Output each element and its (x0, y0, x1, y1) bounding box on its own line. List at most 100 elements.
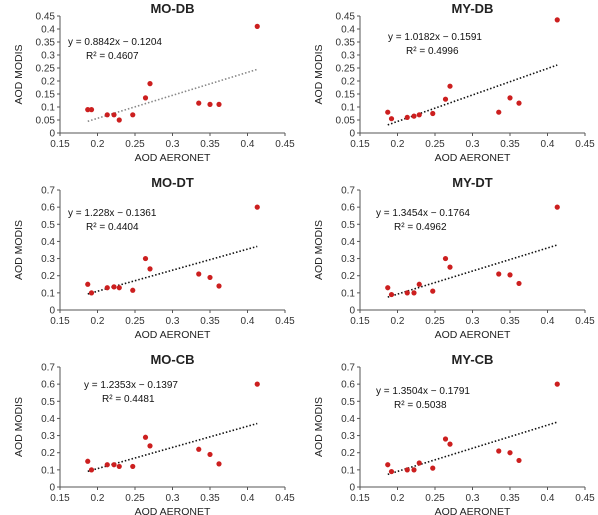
data-point (104, 462, 110, 468)
r-squared-label: R² = 0.5038 (394, 400, 447, 411)
chart-title: MY-DT (452, 175, 493, 190)
data-point (507, 95, 513, 101)
panel-mo-cb: 0.15 0.2 0.25 0.3 0.35 0.4 0.45 0 0.1 0.2 0.3 0.4 0.… (13, 352, 295, 515)
y-tick-label: 0.7 (341, 186, 355, 197)
data-point (207, 101, 213, 107)
y-tick-label: 0.2 (41, 77, 55, 88)
y-tick-label: 0.1 (41, 465, 55, 476)
data-point (142, 255, 149, 262)
x-tick-label: 0.4 (541, 316, 555, 327)
x-axis-label: AOD AERONET (435, 329, 511, 341)
x-tick-label: 0.15 (50, 139, 70, 150)
x-tick-label: 0.45 (575, 493, 595, 504)
regression-equation: y = 0.8842x − 0.1204 (68, 37, 162, 48)
x-tick-label: 0.2 (391, 493, 405, 504)
y-tick-label: 0.1 (341, 288, 355, 299)
y-tick-label: 0.5 (41, 220, 55, 231)
data-point (385, 109, 391, 115)
data-point (85, 107, 91, 113)
panel-mo-db: 0.15 0.2 0.25 0.3 0.35 0.4 0.45 0 0.05 0.1 0.15 0.2… (13, 1, 295, 164)
x-tick-label: 0.4 (241, 316, 255, 327)
y-axis-label: AOD MODIS (313, 44, 325, 104)
x-tick-label: 0.15 (350, 139, 370, 150)
data-point (254, 381, 260, 387)
x-tick-label: 0.15 (350, 493, 370, 504)
y-axis-label: AOD MODIS (313, 397, 325, 457)
chart-title: MO-DT (151, 175, 194, 190)
x-tick-label: 0.3 (466, 139, 480, 150)
data-point (88, 107, 95, 113)
data-point (111, 462, 117, 468)
regression-equation: y = 1.3504x − 0.1791 (376, 386, 470, 397)
regression-equation: y = 1.3454x − 0.1764 (376, 208, 470, 219)
r-squared-label: R² = 0.4404 (86, 222, 139, 233)
trend-line (87, 68, 258, 123)
data-point (116, 117, 122, 123)
x-tick-label: 0.3 (466, 493, 480, 504)
y-axis-label: AOD MODIS (13, 220, 25, 280)
x-tick-label: 0.3 (166, 493, 180, 504)
data-point (416, 281, 422, 287)
y-axis-label: AOD MODIS (313, 220, 325, 280)
r-squared-label: R² = 0.4962 (394, 222, 447, 233)
x-tick-label: 0.35 (200, 139, 220, 150)
chart-title: MO-DB (150, 1, 194, 16)
y-tick-label: 0.05 (336, 116, 356, 127)
y-tick-label: 0.5 (41, 397, 55, 408)
y-tick-label: 0.3 (41, 51, 55, 62)
y-tick-label: 0 (49, 483, 55, 494)
data-point (516, 457, 522, 464)
data-point (216, 283, 222, 289)
y-tick-label: 0.6 (41, 380, 55, 391)
y-tick-label: 0.1 (341, 103, 355, 114)
y-tick-label: 0.2 (341, 77, 355, 88)
panel-my-cb: 0.15 0.2 0.25 0.3 0.35 0.4 0.45 0 0.1 0.2 0.3 0.4 0.… (313, 352, 595, 515)
x-axis-label: AOD AERONET (135, 506, 211, 515)
y-tick-label: 0.4 (341, 237, 355, 248)
x-tick-label: 0.2 (91, 316, 105, 327)
y-tick-label: 0.4 (41, 237, 55, 248)
regression-equation: y = 1.0182x − 0.1591 (388, 32, 482, 43)
x-tick-label: 0.4 (241, 493, 255, 504)
y-axis-label: AOD MODIS (13, 44, 25, 104)
y-tick-label: 0.3 (341, 254, 355, 265)
data-point (116, 285, 122, 291)
data-point (388, 291, 395, 298)
x-tick-label: 0.3 (466, 316, 480, 327)
chart-title: MY-CB (452, 352, 494, 367)
x-tick-label: 0.25 (125, 316, 145, 327)
data-point (507, 272, 513, 278)
x-axis-label: AOD AERONET (135, 152, 211, 164)
data-point (85, 281, 91, 287)
data-point (216, 461, 222, 467)
x-tick-label: 0.45 (575, 139, 595, 150)
y-tick-label: 0.4 (341, 414, 355, 425)
regression-equation: y = 1.228x − 0.1361 (68, 208, 157, 219)
y-axis-label: AOD MODIS (13, 397, 25, 457)
y-tick-label: 0.4 (41, 25, 55, 36)
y-tick-label: 0 (349, 306, 355, 317)
data-point (147, 81, 153, 87)
data-point (416, 460, 422, 466)
y-tick-label: 0.3 (41, 254, 55, 265)
data-point (442, 255, 449, 262)
data-point (385, 462, 391, 468)
data-point (147, 443, 153, 449)
data-point (554, 17, 560, 23)
x-tick-label: 0.15 (350, 316, 370, 327)
data-point (196, 271, 202, 277)
y-tick-label: 0.5 (341, 397, 355, 408)
data-point (104, 112, 110, 118)
y-tick-label: 0.4 (341, 25, 355, 36)
data-point (142, 434, 149, 440)
data-point (254, 23, 260, 29)
x-tick-label: 0.25 (425, 493, 445, 504)
data-point (430, 110, 436, 117)
data-point (507, 450, 513, 456)
data-point (516, 100, 522, 106)
x-tick-label: 0.35 (500, 316, 520, 327)
data-point (404, 290, 410, 296)
x-tick-label: 0.25 (425, 139, 445, 150)
x-tick-label: 0.25 (425, 316, 445, 327)
